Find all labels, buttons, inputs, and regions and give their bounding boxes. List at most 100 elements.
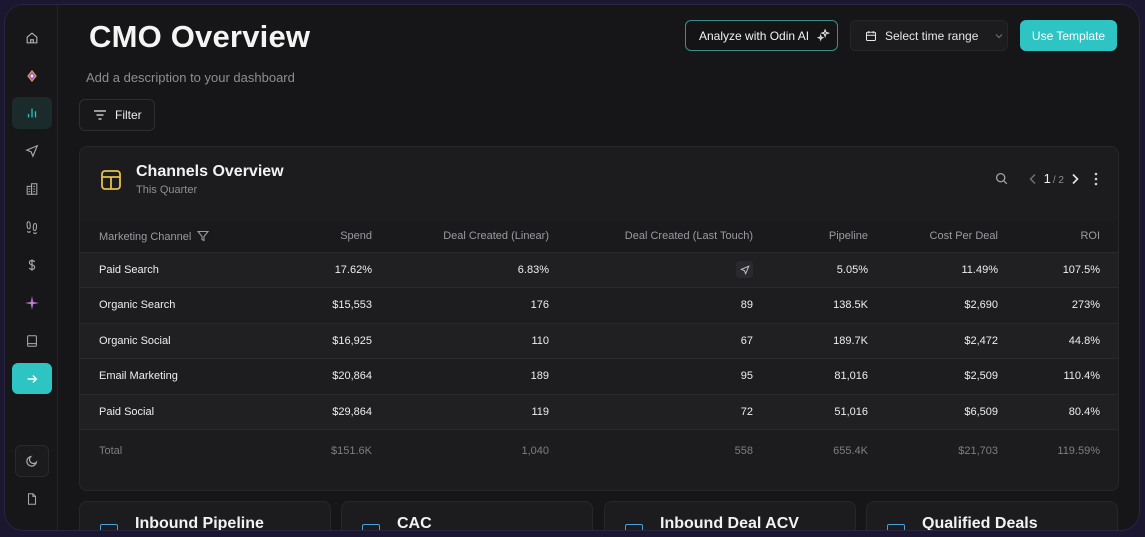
sparkle-star-icon [25,296,39,310]
cell-cost-per-deal: $2,690 [886,287,1016,324]
cell-deal-last-touch: 95 [567,358,771,395]
sidebar-item-home[interactable] [12,22,52,54]
total-cost-per-deal: $21,703 [886,429,1016,473]
sidebar-item-campaigns[interactable] [12,135,52,167]
total-roi: 119.59% [1016,429,1118,473]
chart-icon [362,524,380,530]
page-title: CMO Overview [89,19,311,54]
cell-deal-last-touch: 72 [567,394,771,430]
calendar-icon [865,30,877,41]
column-header-pipeline[interactable]: Pipeline [771,221,886,253]
cell-channel: Organic Social [80,323,280,359]
cell-pipeline: 138.5K [771,287,886,324]
table-row[interactable]: Email Marketing $20,864 189 95 81,016 $2… [80,358,1118,395]
analyze-with-odin-button[interactable]: Analyze with Odin AI [685,20,838,51]
sidebar-item-brand[interactable] [12,60,52,92]
book-icon [27,335,37,347]
kpi-title: Inbound Deal ACV [660,515,799,530]
kpi-title: Inbound Pipeline [135,515,264,530]
column-header-cost-per-deal[interactable]: Cost Per Deal [886,221,1016,253]
search-icon [995,172,1007,185]
use-template-button[interactable]: Use Template [1020,20,1117,51]
total-label: Total [80,429,280,473]
cell-channel: Paid Search [80,252,280,288]
cell-channel: Organic Search [80,287,280,324]
cell-cost-per-deal: $2,472 [886,323,1016,359]
card-toolbar: 1 / 2 [995,171,1098,186]
kpi-title: Qualified Deals [922,515,1038,530]
sidebar [5,5,58,530]
cell-deal-last-touch: 67 [567,323,771,359]
prev-page-button[interactable] [1028,173,1038,185]
send-action-chip[interactable] [736,261,753,279]
sidebar-item-library[interactable] [12,325,52,357]
column-header-roi[interactable]: ROI [1016,221,1118,253]
moon-icon [26,455,38,467]
search-button[interactable] [995,172,1008,185]
sidebar-item-companies[interactable] [12,173,52,205]
sidebar-expand-button[interactable] [12,363,52,394]
sidebar-item-journeys[interactable] [12,211,52,243]
cell-spend: $16,925 [280,323,390,359]
page-indicator: 1 / 2 [1044,171,1064,186]
cell-channel: Email Marketing [80,358,280,395]
cell-deal-last-touch: 89 [567,287,771,324]
cell-pipeline: 81,016 [771,358,886,395]
kpi-card-qualified-deals[interactable]: Qualified Deals [866,501,1118,530]
table-row[interactable]: Organic Search $15,553 176 89 138.5K $2,… [80,287,1118,324]
card-subtitle: This Quarter [136,184,198,196]
filter-funnel-icon[interactable] [197,230,210,242]
cell-deal-linear: 6.83% [390,252,567,288]
kpi-card-inbound-deal-acv[interactable]: Inbound Deal ACV [604,501,856,530]
card-header: Channels Overview This Quarter 1 / 2 [80,147,1118,221]
cell-spend: $29,864 [280,394,390,430]
cell-pipeline: 5.05% [771,252,886,288]
page-description[interactable]: Add a description to your dashboard [86,70,295,85]
sidebar-item-dashboards[interactable] [12,97,52,129]
more-options-button[interactable] [1094,172,1098,186]
table-row[interactable]: Organic Social $16,925 110 67 189.7K $2,… [80,323,1118,359]
filter-label: Filter [115,108,142,122]
sparkles-icon [817,29,831,42]
sidebar-item-revenue[interactable] [12,249,52,281]
kpi-card-inbound-pipeline[interactable]: Inbound Pipeline [79,501,331,530]
filter-button[interactable]: Filter [79,99,155,131]
cell-roi: 80.4% [1016,394,1118,430]
filter-lines-icon [94,110,106,120]
column-header-deal-created-linear[interactable]: Deal Created (Linear) [390,221,567,253]
cell-cost-per-deal: $2,509 [886,358,1016,395]
cell-pipeline: 189.7K [771,323,886,359]
channels-table: Marketing Channel Spend Deal Created (Li… [80,221,1118,473]
kpi-card-cac[interactable]: CAC [341,501,593,530]
time-range-select[interactable]: Select time range [850,20,1008,51]
table-row[interactable]: Paid Social $29,864 119 72 51,016 $6,509… [80,394,1118,430]
page-current: 1 [1043,171,1051,186]
analyze-label: Analyze with Odin AI [699,28,810,43]
theme-toggle-button[interactable] [15,445,49,477]
time-range-placeholder: Select time range [885,28,979,43]
cell-roi: 273% [1016,287,1118,324]
sidebar-item-ai[interactable] [12,287,52,319]
send-icon [739,265,750,275]
home-icon [26,32,38,44]
main-content: CMO Overview Add a description to your d… [59,5,1139,530]
file-icon [27,493,37,505]
column-header-marketing-channel[interactable]: Marketing Channel [80,221,280,253]
next-page-button[interactable] [1070,173,1080,185]
chevron-down-icon [995,33,1003,38]
dollar-icon [28,259,36,271]
table-total-row: Total $151.6K 1,040 558 655.4K $21,703 1… [80,429,1118,473]
table-header-row: Marketing Channel Spend Deal Created (Li… [80,221,1118,253]
column-header-spend[interactable]: Spend [280,221,390,253]
cell-deal-linear: 110 [390,323,567,359]
chevron-left-icon [1029,173,1036,184]
more-vertical-icon [1094,172,1098,185]
table-icon [101,170,121,190]
sidebar-item-docs[interactable] [12,483,52,515]
cell-roi: 110.4% [1016,358,1118,395]
table-row[interactable]: Paid Search 17.62% 6.83% 5.05% 11.49% 10… [80,252,1118,288]
cell-pipeline: 51,016 [771,394,886,430]
column-header-deal-created-last-touch[interactable]: Deal Created (Last Touch) [567,221,771,253]
total-deal-linear: 1,040 [390,429,567,473]
arrow-right-icon [27,374,38,383]
